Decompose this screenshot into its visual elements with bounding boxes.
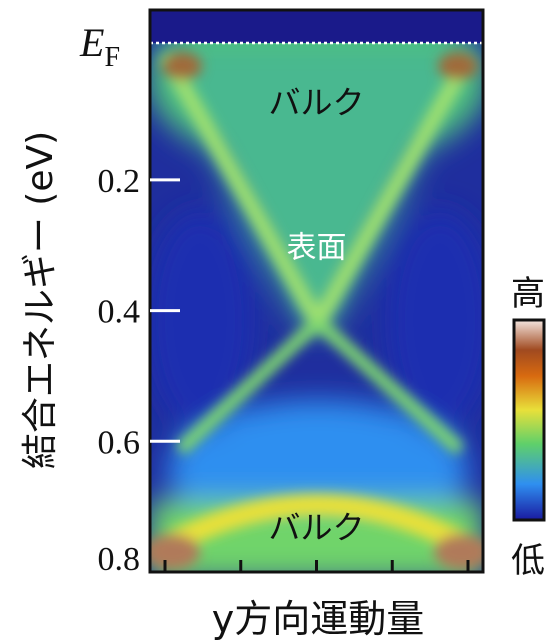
brown-blob-bottom-right bbox=[434, 534, 483, 570]
surface-band-left-up bbox=[158, 51, 325, 326]
surface-state-label: 表面 bbox=[287, 230, 347, 265]
surface-band-right-up bbox=[311, 51, 477, 326]
y-tick-label: 0.6 bbox=[98, 424, 141, 461]
surface-band-right-down bbox=[313, 316, 465, 456]
y-tick-label: 0.2 bbox=[98, 163, 141, 200]
brown-blob-top-right bbox=[438, 52, 478, 80]
x-tick-marks bbox=[163, 560, 470, 572]
bulk-arc-bottom bbox=[150, 494, 483, 565]
region-upper-cone bbox=[155, 45, 480, 330]
bulk-band-label: バルク bbox=[268, 83, 364, 121]
y-tick-label: 0.4 bbox=[98, 294, 141, 331]
region-left-dark bbox=[150, 210, 255, 430]
colorbar-gradient bbox=[512, 318, 546, 522]
brown-blob-bottom-left bbox=[150, 534, 200, 570]
y-tick-label: 0.8 bbox=[98, 541, 141, 578]
y-axis-label: 結合エネルギー (eV) bbox=[20, 131, 61, 469]
x-axis-label: y方向運動量 bbox=[212, 597, 425, 641]
brown-blob-top-left bbox=[162, 52, 202, 80]
y-tick-labels: 0.2 0.4 0.6 0.8 bbox=[98, 163, 141, 578]
region-right-dark bbox=[385, 210, 483, 430]
colorbar-high-label: 高 bbox=[511, 274, 545, 314]
fermi-label-sub: F bbox=[104, 42, 120, 73]
above-fermi-region bbox=[150, 10, 483, 43]
fermi-level-label: EF bbox=[79, 20, 120, 73]
y-tick-marks bbox=[150, 178, 180, 443]
fermi-label-main: E bbox=[79, 20, 104, 65]
colorbar-low-label: 低 bbox=[511, 541, 545, 581]
colorbar: 高 低 bbox=[511, 274, 546, 581]
surface-band-left-down bbox=[175, 316, 323, 456]
bulk-band-label: バルク bbox=[268, 508, 364, 546]
